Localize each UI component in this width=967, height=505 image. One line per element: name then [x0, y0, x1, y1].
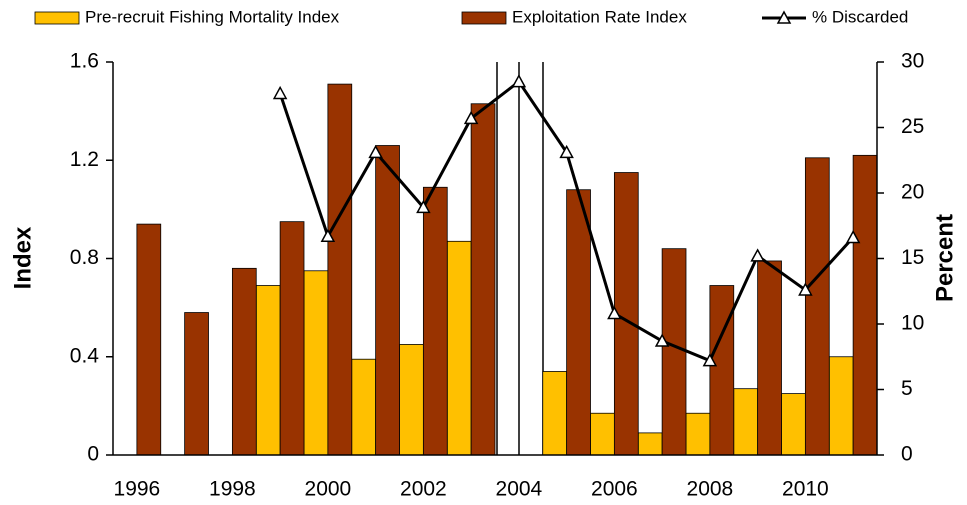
- marker: [272, 85, 288, 100]
- x-tick-label: 2008: [687, 478, 734, 501]
- bar: [804, 157, 830, 456]
- legend-swatch: [461, 11, 507, 25]
- x-tick-label: 1996: [114, 478, 161, 501]
- bar: [542, 371, 568, 456]
- y2-tick-label: 15: [901, 246, 924, 269]
- legend-label: Pre-recruit Fishing Mortality Index: [85, 7, 340, 26]
- x-tick-label: 2006: [591, 478, 638, 501]
- bar: [255, 285, 281, 456]
- y2-tick-label: 25: [901, 115, 924, 138]
- marker: [368, 144, 383, 159]
- bar: [399, 344, 424, 456]
- legend-label: % Discarded: [812, 7, 908, 26]
- y-tick-label: 0.8: [70, 246, 99, 269]
- y2-tick-label: 5: [901, 377, 913, 400]
- bar: [136, 223, 162, 456]
- marker: [702, 353, 718, 367]
- bar: [303, 270, 329, 456]
- y-tick-label: 1.2: [70, 148, 99, 171]
- legend-marker: [776, 10, 792, 24]
- marker: [320, 228, 336, 242]
- bar: [351, 358, 377, 456]
- marker: [798, 282, 813, 296]
- bar: [685, 412, 711, 456]
- marker: [511, 74, 527, 88]
- legend-swatch: [34, 11, 80, 25]
- legend-label: Exploitation Rate Index: [512, 7, 687, 26]
- marker: [463, 110, 479, 125]
- bar: [470, 103, 496, 456]
- bar: [446, 240, 472, 456]
- marker: [559, 144, 574, 159]
- bar: [637, 432, 663, 456]
- bar: [733, 388, 759, 456]
- bar: [231, 267, 257, 456]
- y2-tick-label: 10: [901, 312, 924, 335]
- y-tick-label: 1.6: [70, 50, 99, 73]
- bar: [590, 412, 615, 456]
- marker: [416, 199, 431, 214]
- bar: [757, 260, 782, 456]
- y2-tick-label: 0: [901, 443, 913, 466]
- marker: [654, 333, 670, 347]
- marker: [750, 248, 765, 262]
- x-tick-label: 2002: [400, 478, 447, 501]
- bar: [279, 221, 305, 456]
- bar: [828, 356, 854, 456]
- bar: [375, 145, 400, 456]
- x-tick-label: 2000: [305, 478, 352, 501]
- y-tick-label: 0.4: [70, 344, 100, 367]
- bar: [327, 83, 353, 456]
- bar: [184, 312, 209, 456]
- x-tick-label: 2010: [782, 478, 829, 501]
- y-axis-title: Index: [9, 226, 36, 289]
- y-tick-label: 0: [87, 443, 99, 466]
- bar: [566, 189, 591, 456]
- bar: [709, 285, 735, 456]
- bar: [781, 393, 806, 456]
- y2-axis-title: Percent: [931, 214, 958, 302]
- y2-tick-label: 20: [901, 181, 924, 204]
- bar: [661, 248, 687, 456]
- x-tick-label: 2004: [496, 478, 543, 501]
- x-tick-label: 1998: [209, 478, 256, 501]
- bar: [422, 186, 448, 456]
- y2-tick-label: 30: [901, 50, 924, 73]
- marker: [607, 305, 622, 320]
- marker: [845, 229, 861, 244]
- bar: [852, 154, 878, 456]
